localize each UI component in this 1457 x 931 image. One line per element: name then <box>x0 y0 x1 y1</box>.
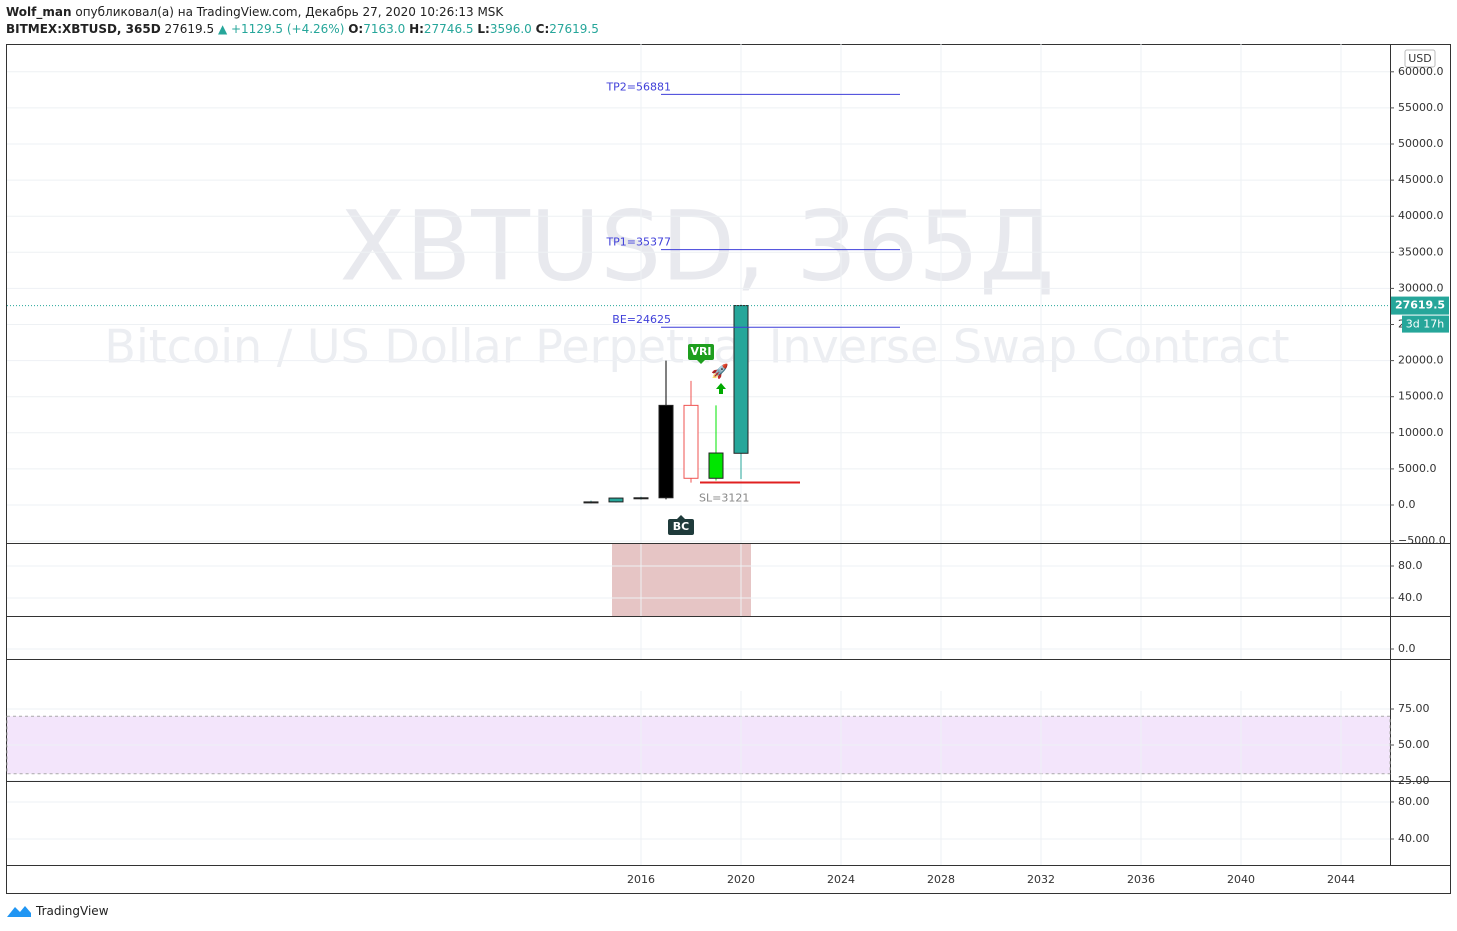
watermark-symbol: XBTUSD, 365Д <box>340 190 1055 302</box>
brand: TradingView <box>36 904 109 918</box>
price-tag <box>1391 296 1449 315</box>
y-tick-label: 25.00 <box>1398 774 1430 787</box>
x-tick-label: 2016 <box>627 873 655 886</box>
ohlc-value: 27619.5 <box>549 22 599 36</box>
chart: XBTUSD, 365Д Bitcoin / US Dollar Perpetu… <box>6 44 1451 894</box>
author: Wolf_man <box>6 5 72 19</box>
ohlc-value: 27746.5 <box>423 22 474 36</box>
x-tick-label: 2036 <box>1127 873 1155 886</box>
price-tag-label: 27619.5 <box>1395 299 1445 312</box>
header: Wolf_man опубликовал(а) на TradingView.c… <box>6 4 599 38</box>
y-tick-label: 50000.0 <box>1398 137 1444 150</box>
symbol: BITMEX:XBTUSD, 365D <box>6 22 161 36</box>
y-tick-label: 55000.0 <box>1398 101 1444 114</box>
footer: TradingView <box>6 903 109 919</box>
marker-pointer <box>677 515 685 519</box>
y-tick-label: 15000.0 <box>1398 390 1444 403</box>
y-tick-label: 10000.0 <box>1398 426 1444 439</box>
candle-body <box>608 497 624 503</box>
y-tick-label: 50.00 <box>1398 738 1430 751</box>
countdown-tag <box>1402 315 1449 333</box>
highlight-box <box>612 544 751 616</box>
candle-body <box>708 452 724 479</box>
ohlc-label: L: <box>477 22 490 36</box>
currency-box <box>1404 49 1436 68</box>
y-tick-label: 0.0 <box>1398 498 1416 511</box>
level-label: TP2=56881 <box>605 80 671 93</box>
rocket-icon: 🚀 <box>711 363 729 380</box>
y-tick-label: 45000.0 <box>1398 173 1444 186</box>
ohlc-label: H: <box>409 22 424 36</box>
y-tick-label: −5000.0 <box>1398 534 1446 547</box>
logo <box>7 906 31 917</box>
marker-label: BC <box>673 520 689 533</box>
change: ▲ +1129.5 (+4.26%) <box>217 22 345 36</box>
y-tick-label: 35000.0 <box>1398 245 1444 258</box>
y-tick-label: 75.00 <box>1398 702 1430 715</box>
ticker-line: BITMEX:XBTUSD, 365D 27619.5 ▲ +1129.5 (+… <box>6 21 599 38</box>
y-tick-label: 80.0 <box>1398 559 1423 572</box>
countdown: 3d 17h <box>1406 318 1444 331</box>
candle-body <box>583 501 599 504</box>
y-tick-label: 80.00 <box>1398 795 1430 808</box>
marker-pointer <box>697 360 705 364</box>
level-label: TP1=35377 <box>605 236 671 249</box>
x-tick-label: 2020 <box>727 873 755 886</box>
candle-body <box>633 497 649 500</box>
currency: USD <box>1408 52 1432 65</box>
ohlc-value: 7163.0 <box>363 22 406 36</box>
ohlc-label: C: <box>535 22 550 36</box>
y-tick-label: 20000.0 <box>1398 354 1444 367</box>
empty-pane <box>7 660 1390 690</box>
level-label: BE=24625 <box>612 313 671 326</box>
marker-box <box>688 344 714 360</box>
y-tick-label: 40000.0 <box>1398 209 1444 222</box>
y-tick-label: 0.0 <box>1398 642 1416 655</box>
last: 27619.5 <box>164 22 215 36</box>
publish-line: Wolf_man опубликовал(а) на TradingView.c… <box>6 4 599 21</box>
x-tick-label: 2028 <box>927 873 955 886</box>
marker-label: VRI <box>690 345 711 358</box>
x-tick-label: 2024 <box>827 873 855 886</box>
y-tick-label: 60000.0 <box>1398 65 1444 78</box>
x-tick-label: 2040 <box>1227 873 1255 886</box>
x-tick-label: 2044 <box>1327 873 1355 886</box>
ohlc-value: 3596.0 <box>489 22 532 36</box>
frame <box>6 44 1451 894</box>
ohlc-label: O: <box>348 22 364 36</box>
candle-body <box>683 404 699 479</box>
y-tick-label: 5000.0 <box>1398 462 1437 475</box>
candle-body <box>658 404 674 499</box>
candle-body <box>733 305 749 454</box>
x-tick-label: 2032 <box>1027 873 1055 886</box>
marker-box <box>668 519 694 535</box>
y-tick-label: 30000.0 <box>1398 281 1444 294</box>
ohlc: O:7163.0 H:27746.5 L:3596.0 C:27619.5 <box>348 22 599 36</box>
y-tick-label: 40.00 <box>1398 832 1430 845</box>
level-label: SL=3121 <box>699 491 749 504</box>
published: опубликовал(а) на TradingView.com, Декаб… <box>75 5 504 19</box>
y-tick-label: 40.0 <box>1398 591 1423 604</box>
up-arrow <box>716 383 726 394</box>
